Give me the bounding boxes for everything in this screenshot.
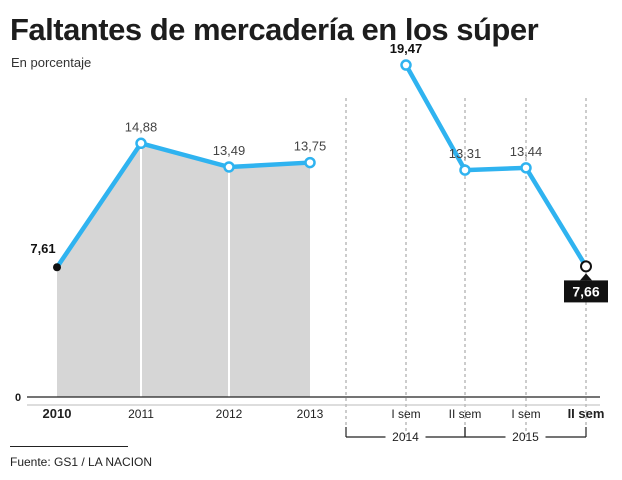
area-fill bbox=[57, 143, 310, 397]
footer-divider bbox=[10, 446, 128, 447]
data-label: 14,88 bbox=[125, 119, 158, 134]
x-tick-label: II sem bbox=[449, 407, 482, 421]
x-tick-label: I sem bbox=[391, 407, 420, 421]
group-label: 2014 bbox=[392, 430, 419, 444]
series-line-annual bbox=[54, 141, 313, 270]
data-label: 13,75 bbox=[294, 139, 327, 154]
data-label: 13,44 bbox=[510, 144, 543, 159]
data-label: 7,66 bbox=[572, 283, 599, 299]
x-tick-label: 2012 bbox=[216, 407, 243, 421]
y-tick-label: 0 bbox=[15, 392, 21, 404]
x-tick-label: 2013 bbox=[297, 407, 324, 421]
source-note: Fuente: GS1 / LA NACION bbox=[10, 455, 153, 469]
series-line-semester bbox=[403, 62, 589, 269]
x-tick-label: 2011 bbox=[128, 407, 154, 421]
chart-title: Faltantes de mercadería en los súper bbox=[10, 12, 539, 47]
data-point bbox=[580, 260, 592, 273]
data-point bbox=[53, 263, 61, 272]
data-label: 13,49 bbox=[213, 143, 246, 158]
data-label: 13,31 bbox=[449, 146, 482, 161]
data-point bbox=[400, 59, 412, 71]
data-label: 7,61 bbox=[30, 241, 55, 256]
x-tick-label: 2010 bbox=[43, 406, 72, 421]
x-tick-label: II sem bbox=[568, 406, 605, 421]
data-point bbox=[304, 156, 316, 169]
data-point bbox=[520, 162, 532, 174]
data-point bbox=[135, 137, 147, 150]
data-point bbox=[223, 161, 235, 173]
callout-pointer bbox=[580, 273, 592, 281]
data-point bbox=[459, 164, 471, 176]
x-tick-label: I sem bbox=[511, 407, 540, 421]
data-label: 19,47 bbox=[390, 41, 423, 56]
group-label: 2015 bbox=[512, 430, 539, 444]
callout-box bbox=[564, 280, 608, 303]
chart-subtitle: En porcentaje bbox=[11, 55, 92, 70]
